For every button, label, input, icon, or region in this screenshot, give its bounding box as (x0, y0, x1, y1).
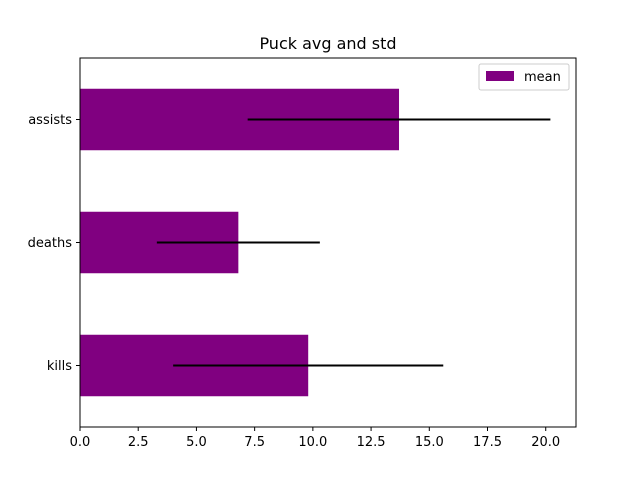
y-tick-label-deaths: deaths (28, 236, 73, 251)
x-tick-label: 15.0 (415, 435, 444, 450)
legend-label: mean (524, 70, 561, 85)
y-ticks: kills deaths assists (28, 113, 80, 374)
x-tick-label: 2.5 (128, 435, 149, 450)
x-tick-label: 17.5 (473, 435, 502, 450)
chart-title: Puck avg and std (259, 34, 396, 53)
errors-layer (156, 118, 551, 367)
x-tick-label: 5.0 (186, 435, 207, 450)
x-ticks: 0.0 2.5 5.0 7.5 10.0 12.5 15.0 17.5 20.0 (70, 427, 560, 450)
x-tick-label: 7.5 (244, 435, 265, 450)
x-tick-label: 0.0 (70, 435, 91, 450)
y-tick-label-assists: assists (28, 113, 72, 128)
x-tick-label: 12.5 (357, 435, 386, 450)
x-tick-label: 20.0 (531, 435, 560, 450)
legend-swatch (486, 71, 514, 81)
y-tick-label-kills: kills (47, 359, 72, 374)
legend-box (478, 63, 570, 91)
x-tick-label: 10.0 (298, 435, 327, 450)
legend: mean (478, 63, 570, 91)
